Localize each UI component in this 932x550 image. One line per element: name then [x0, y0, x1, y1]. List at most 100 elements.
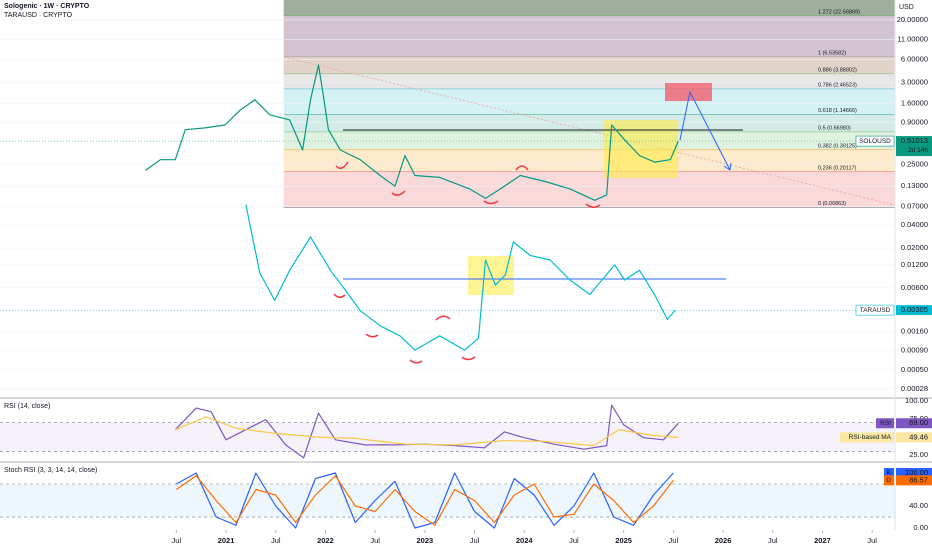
fib-zone	[283, 0, 895, 16]
price-tag	[896, 136, 932, 157]
series-line	[176, 472, 674, 529]
fib-label: 0.618 (1.14666)	[818, 108, 857, 114]
value-tag	[896, 475, 932, 486]
value-label: 69.00	[909, 418, 928, 427]
chart-subtitle: TARAUSD · CRYPTO	[4, 12, 73, 19]
y-tick-label: 0.00	[913, 523, 928, 532]
y-tick-label: 0.00090	[901, 345, 928, 354]
arc	[515, 165, 529, 171]
band	[0, 422, 895, 452]
y-tick-label: 0.07000	[901, 202, 928, 211]
arc	[435, 315, 451, 321]
price-tag	[896, 305, 932, 316]
fib-zone	[283, 114, 895, 133]
series-line	[145, 64, 679, 201]
y-tick-label: 0.25000	[901, 160, 928, 169]
series-line	[175, 416, 679, 447]
arc	[409, 359, 423, 364]
y-tick-label: 11.00000	[897, 35, 928, 44]
x-tick-label: Jul	[370, 536, 380, 545]
arc	[391, 190, 406, 196]
series-name-tag	[876, 418, 894, 429]
fib-label: 0.886 (3.88802)	[818, 67, 857, 73]
price-label: 0.00305	[901, 305, 928, 314]
x-tick-label: 2024	[516, 536, 534, 545]
value-label: 100.00	[905, 468, 928, 477]
arc	[333, 293, 346, 298]
target-box	[665, 83, 712, 101]
x-tick-label: 2027	[814, 536, 831, 545]
trend-line	[283, 56, 896, 206]
fib-zone	[283, 56, 895, 75]
fib-zone	[283, 74, 895, 90]
series-name: D	[886, 477, 891, 484]
x-tick-label: Jul	[271, 536, 281, 545]
x-tick-label: 2025	[615, 536, 632, 545]
series-name-tag	[884, 468, 894, 479]
background-layer	[0, 0, 895, 518]
x-tick-label: 2022	[317, 536, 334, 545]
y-tick-label: 0.13000	[901, 181, 928, 190]
arc	[461, 356, 476, 361]
chart-title: Sologenic · 1W · CRYPTO	[4, 3, 90, 10]
price-label: 0.51013	[901, 136, 928, 145]
fib-zone	[283, 89, 895, 115]
x-tick-label: 2023	[416, 536, 433, 545]
fib-zone	[283, 149, 895, 172]
series-name: RSI-based MA	[849, 434, 892, 441]
arc	[335, 161, 349, 169]
fib-label: 0.382 (0.39125)	[818, 143, 857, 149]
y-tick-label: 25.00	[909, 450, 928, 459]
fib-label: 0.5 (0.66980)	[818, 126, 851, 132]
series-name-tag	[855, 135, 895, 147]
arrow-head	[723, 162, 732, 171]
pane-title: RSI (14, close)	[4, 403, 50, 410]
y-tick-label: 0.90000	[901, 117, 928, 126]
fib-zone	[283, 15, 895, 57]
projection-arrow	[679, 90, 731, 171]
value-tag	[896, 418, 932, 429]
series-name: TARAUSD	[860, 307, 891, 314]
y-tick-label: 6.00000	[901, 55, 928, 64]
x-tick-label: Jul	[172, 536, 182, 545]
fib-zone	[283, 171, 895, 208]
y-axis-label: USD	[899, 4, 914, 11]
arc	[483, 200, 499, 205]
y-tick-label: 1.60000	[901, 98, 928, 107]
countdown: 2d 14h	[908, 147, 928, 154]
y-tick-label: 0.02000	[901, 243, 928, 252]
y-tick-label: 0.00600	[901, 283, 928, 292]
arc	[585, 203, 601, 208]
plot-layer: 1.272 (22.56869) 1 (6.53582) 0.886 (3.8880…	[0, 9, 895, 529]
arc	[365, 333, 379, 338]
y-tick-label: 20.00000	[897, 15, 928, 24]
value-tag	[896, 432, 932, 443]
series-name: SOLOUSD	[859, 138, 891, 145]
y-tick-label: 0.00050	[901, 365, 928, 374]
x-tick-label: Jul	[669, 536, 679, 545]
x-tick-label: Jul	[569, 536, 579, 545]
value-label: 49.46	[909, 432, 928, 441]
y-tick-label: 100.00	[905, 396, 928, 405]
fib-label: 1 (6.53582)	[818, 50, 846, 56]
series-line	[175, 475, 674, 526]
x-tick-label: Jul	[867, 536, 877, 545]
x-tick-label: 2026	[715, 536, 732, 545]
fib-zone	[283, 132, 895, 150]
x-tick-label: Jul	[768, 536, 778, 545]
y-tick-label: 0.00160	[901, 326, 928, 335]
fib-label: 0.786 (2.46523)	[818, 83, 857, 89]
value-label: 86.57	[909, 475, 928, 484]
series-name-tag	[884, 475, 894, 486]
fib-label: 0 (0.06863)	[818, 201, 846, 207]
fib-label: 1.272 (22.56869)	[818, 9, 860, 15]
series-line	[245, 204, 676, 351]
value-tag	[896, 468, 932, 479]
y-tick-label: 0.00028	[901, 384, 928, 393]
series-name-tag	[855, 304, 895, 316]
y-tick-label: 40.00	[909, 501, 928, 510]
series-name: RSI	[880, 420, 891, 427]
y-tick-label: 0.04000	[901, 220, 928, 229]
